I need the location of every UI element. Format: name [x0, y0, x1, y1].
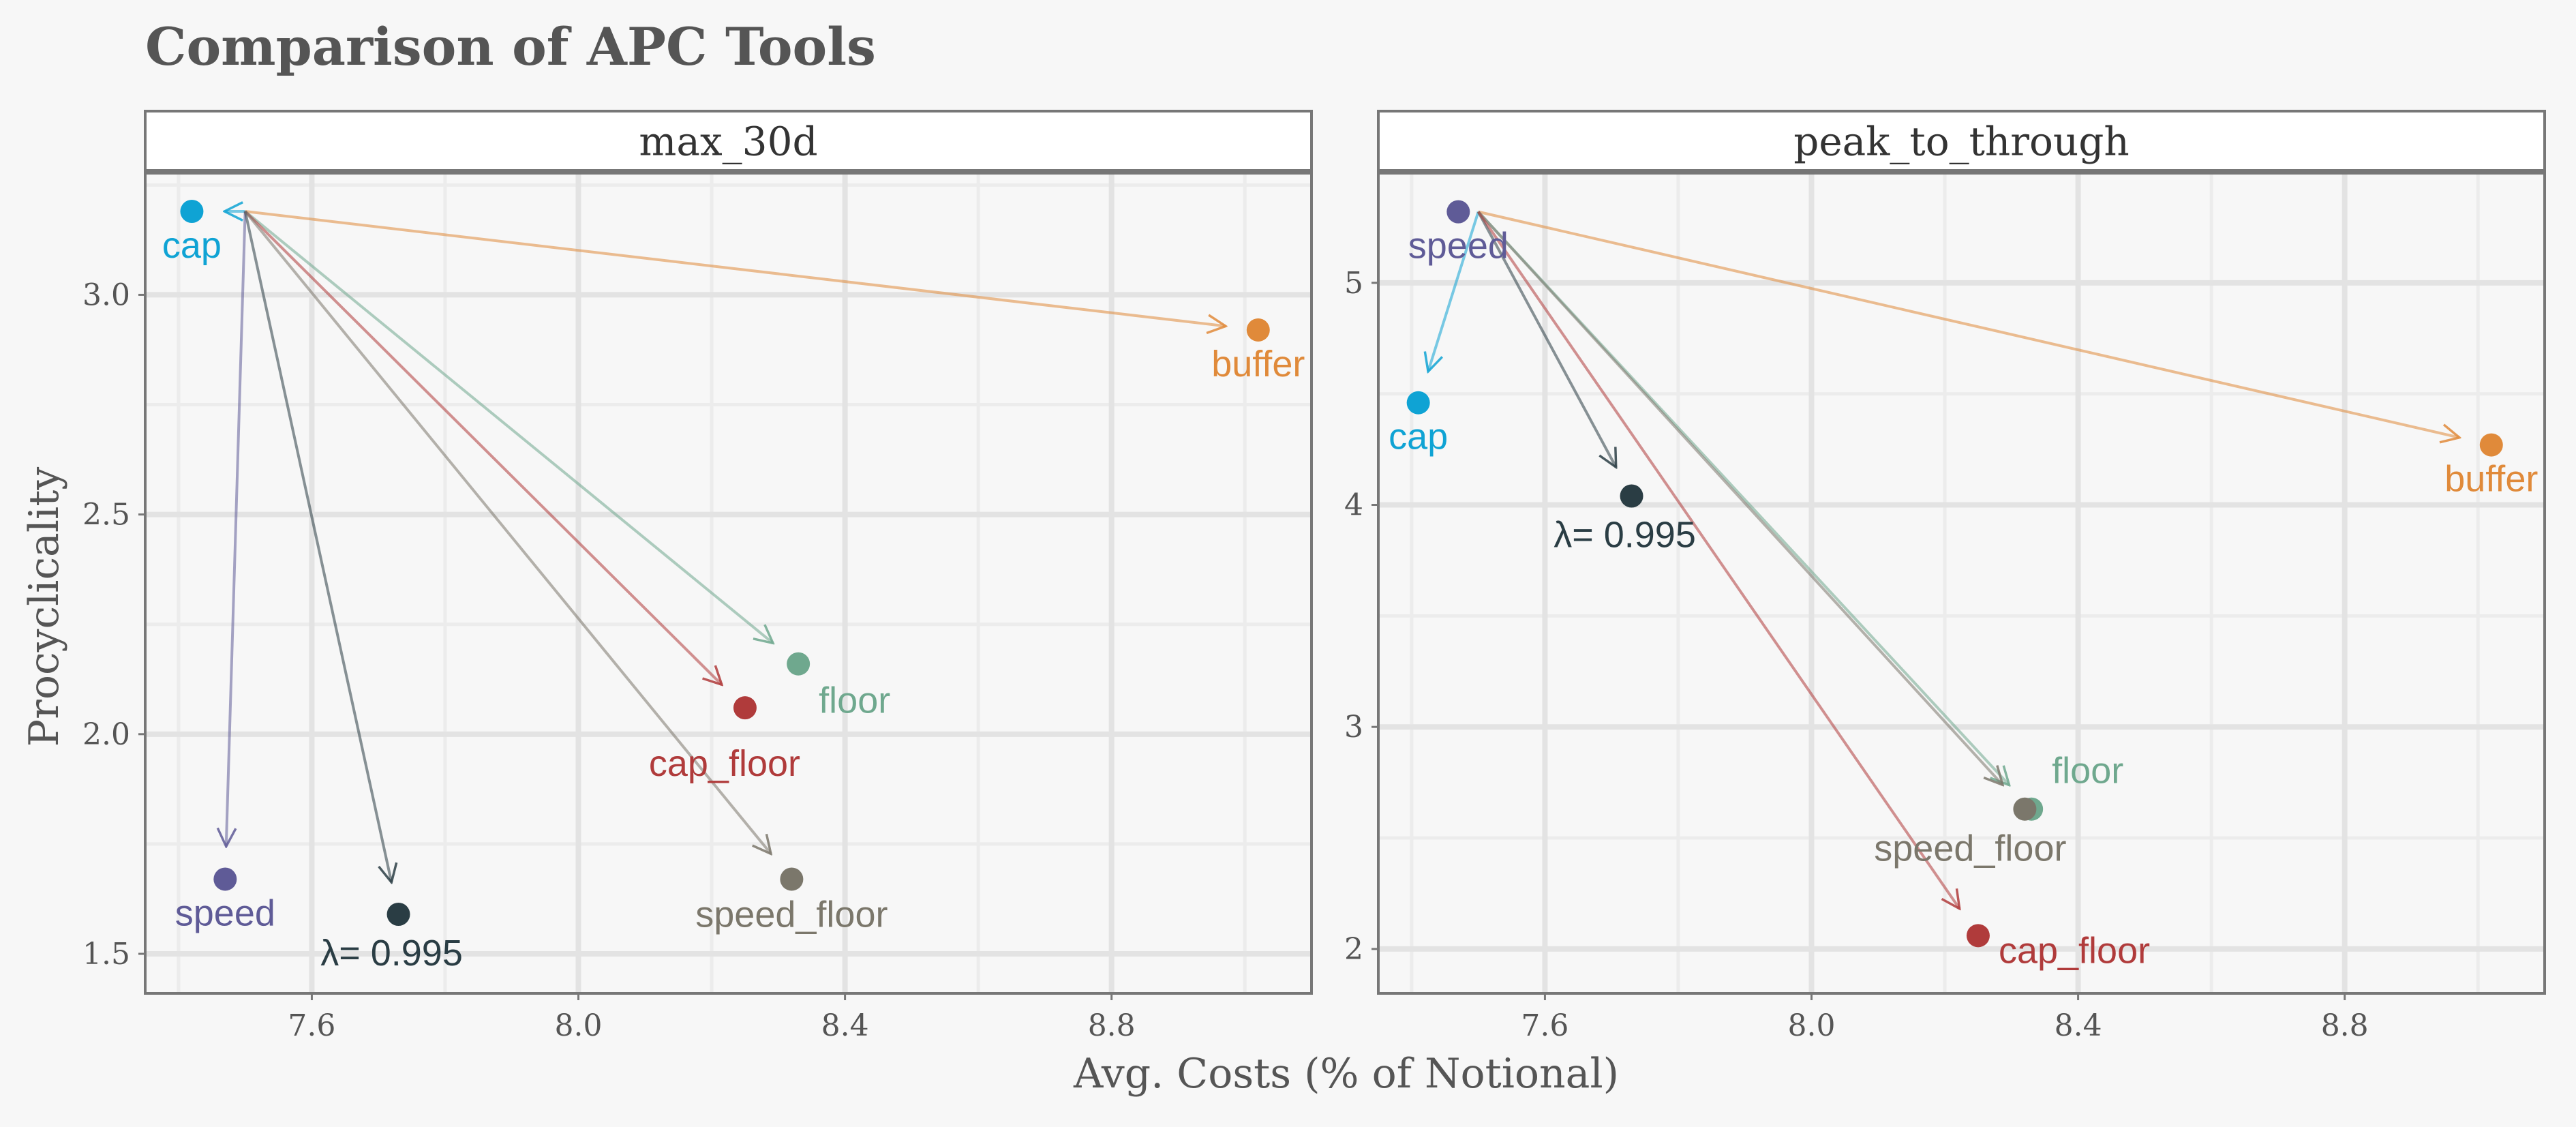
- point-speed-floor: [780, 867, 804, 891]
- point-cap: [180, 199, 204, 223]
- y-tick-label: 2.0: [82, 717, 130, 752]
- point-label-floor: floor: [2052, 751, 2123, 792]
- x-tick-label: 7.6: [288, 1008, 335, 1043]
- point-label-cap-floor: cap_floor: [649, 743, 800, 784]
- x-tick-label: 8.4: [2055, 1008, 2102, 1043]
- arrow-: [1476, 211, 1616, 468]
- point-label-buffer: buffer: [1211, 344, 1305, 385]
- facet-strip: [144, 110, 1313, 173]
- arrow-cap: [1428, 211, 1480, 372]
- point-label-lambda: λ= 0.995: [320, 933, 463, 974]
- arrow-: [243, 211, 392, 882]
- point-speed: [213, 867, 237, 891]
- facet-strip-label: max_30d: [639, 119, 817, 165]
- y-tick-label: 2: [1344, 932, 1363, 967]
- y-tick-label: 3.0: [82, 277, 130, 312]
- point-label-speed: speed: [1408, 226, 1509, 267]
- arrow-floor: [244, 210, 773, 643]
- y-tick-label: 5: [1344, 266, 1363, 301]
- point-buffer: [2479, 433, 2503, 457]
- arrow-cap-floor: [1477, 211, 1960, 909]
- point-buffer: [1246, 318, 1270, 342]
- arrow-speed-floor: [1477, 211, 2003, 785]
- y-tick-label: 3: [1344, 710, 1363, 745]
- point-label-speed-floor: speed_floor: [1874, 828, 2066, 869]
- arrow-buffer: [1478, 210, 2459, 438]
- point-floor: [787, 652, 810, 676]
- arrow-cap-floor: [244, 210, 722, 685]
- chart-title: Comparison of APC Tools: [145, 16, 876, 77]
- point-label-speed-floor: speed_floor: [695, 894, 888, 935]
- y-tick-label: 4: [1344, 488, 1363, 523]
- point-lambda: [1620, 484, 1643, 508]
- point-speed-floor: [2013, 797, 2037, 821]
- x-tick-label: 8.0: [555, 1008, 603, 1043]
- y-axis-title: Procyclicality: [20, 467, 68, 747]
- panel-max-30d: max_30d 7.6 8.0 8.4 8.8 1.5 2.0 2.5 3.0 cap buffer…: [82, 110, 1313, 1043]
- y-tick-label: 2.5: [82, 498, 130, 532]
- x-tick-label: 8.8: [1088, 1008, 1136, 1043]
- point-label-buffer: buffer: [2444, 459, 2538, 500]
- point-speed: [1446, 200, 1470, 224]
- point-label-cap: cap: [1389, 417, 1448, 457]
- point-lambda: [387, 903, 410, 927]
- x-tick-label: 7.6: [1521, 1008, 1569, 1043]
- panel-peak-to-through: peak_to_through 7.6 8.0 8.4 8.8 2 3 4 5 speed cap b…: [1344, 110, 2546, 1043]
- x-tick-label: 8.8: [2321, 1008, 2369, 1043]
- x-axis-title: Avg. Costs (% of Notional): [1073, 1050, 1619, 1098]
- y-tick-label: 1.5: [82, 937, 130, 972]
- facet-strip-label: peak_to_through: [1793, 119, 2130, 165]
- point-label-cap: cap: [162, 225, 222, 266]
- point-cap-floor: [1966, 924, 1990, 948]
- panels: max_30d 7.6 8.0 8.4 8.8 1.5 2.0 2.5 3.0 cap buffer…: [82, 110, 2546, 1043]
- point-label-floor: floor: [819, 680, 890, 721]
- facet-strip: [1377, 110, 2546, 173]
- point-label-speed: speed: [175, 892, 275, 933]
- arrow-buffer: [245, 210, 1226, 326]
- point-label-lambda: λ= 0.995: [1554, 514, 1696, 555]
- x-tick-label: 8.0: [1788, 1008, 1836, 1043]
- point-label-cap-floor: cap_floor: [1999, 930, 2150, 971]
- arrow-speed: [226, 211, 247, 846]
- arrow-speed-floor: [244, 210, 771, 854]
- point-cap-floor: [733, 696, 757, 720]
- point-cap: [1406, 391, 1430, 415]
- x-tick-label: 8.4: [821, 1008, 869, 1043]
